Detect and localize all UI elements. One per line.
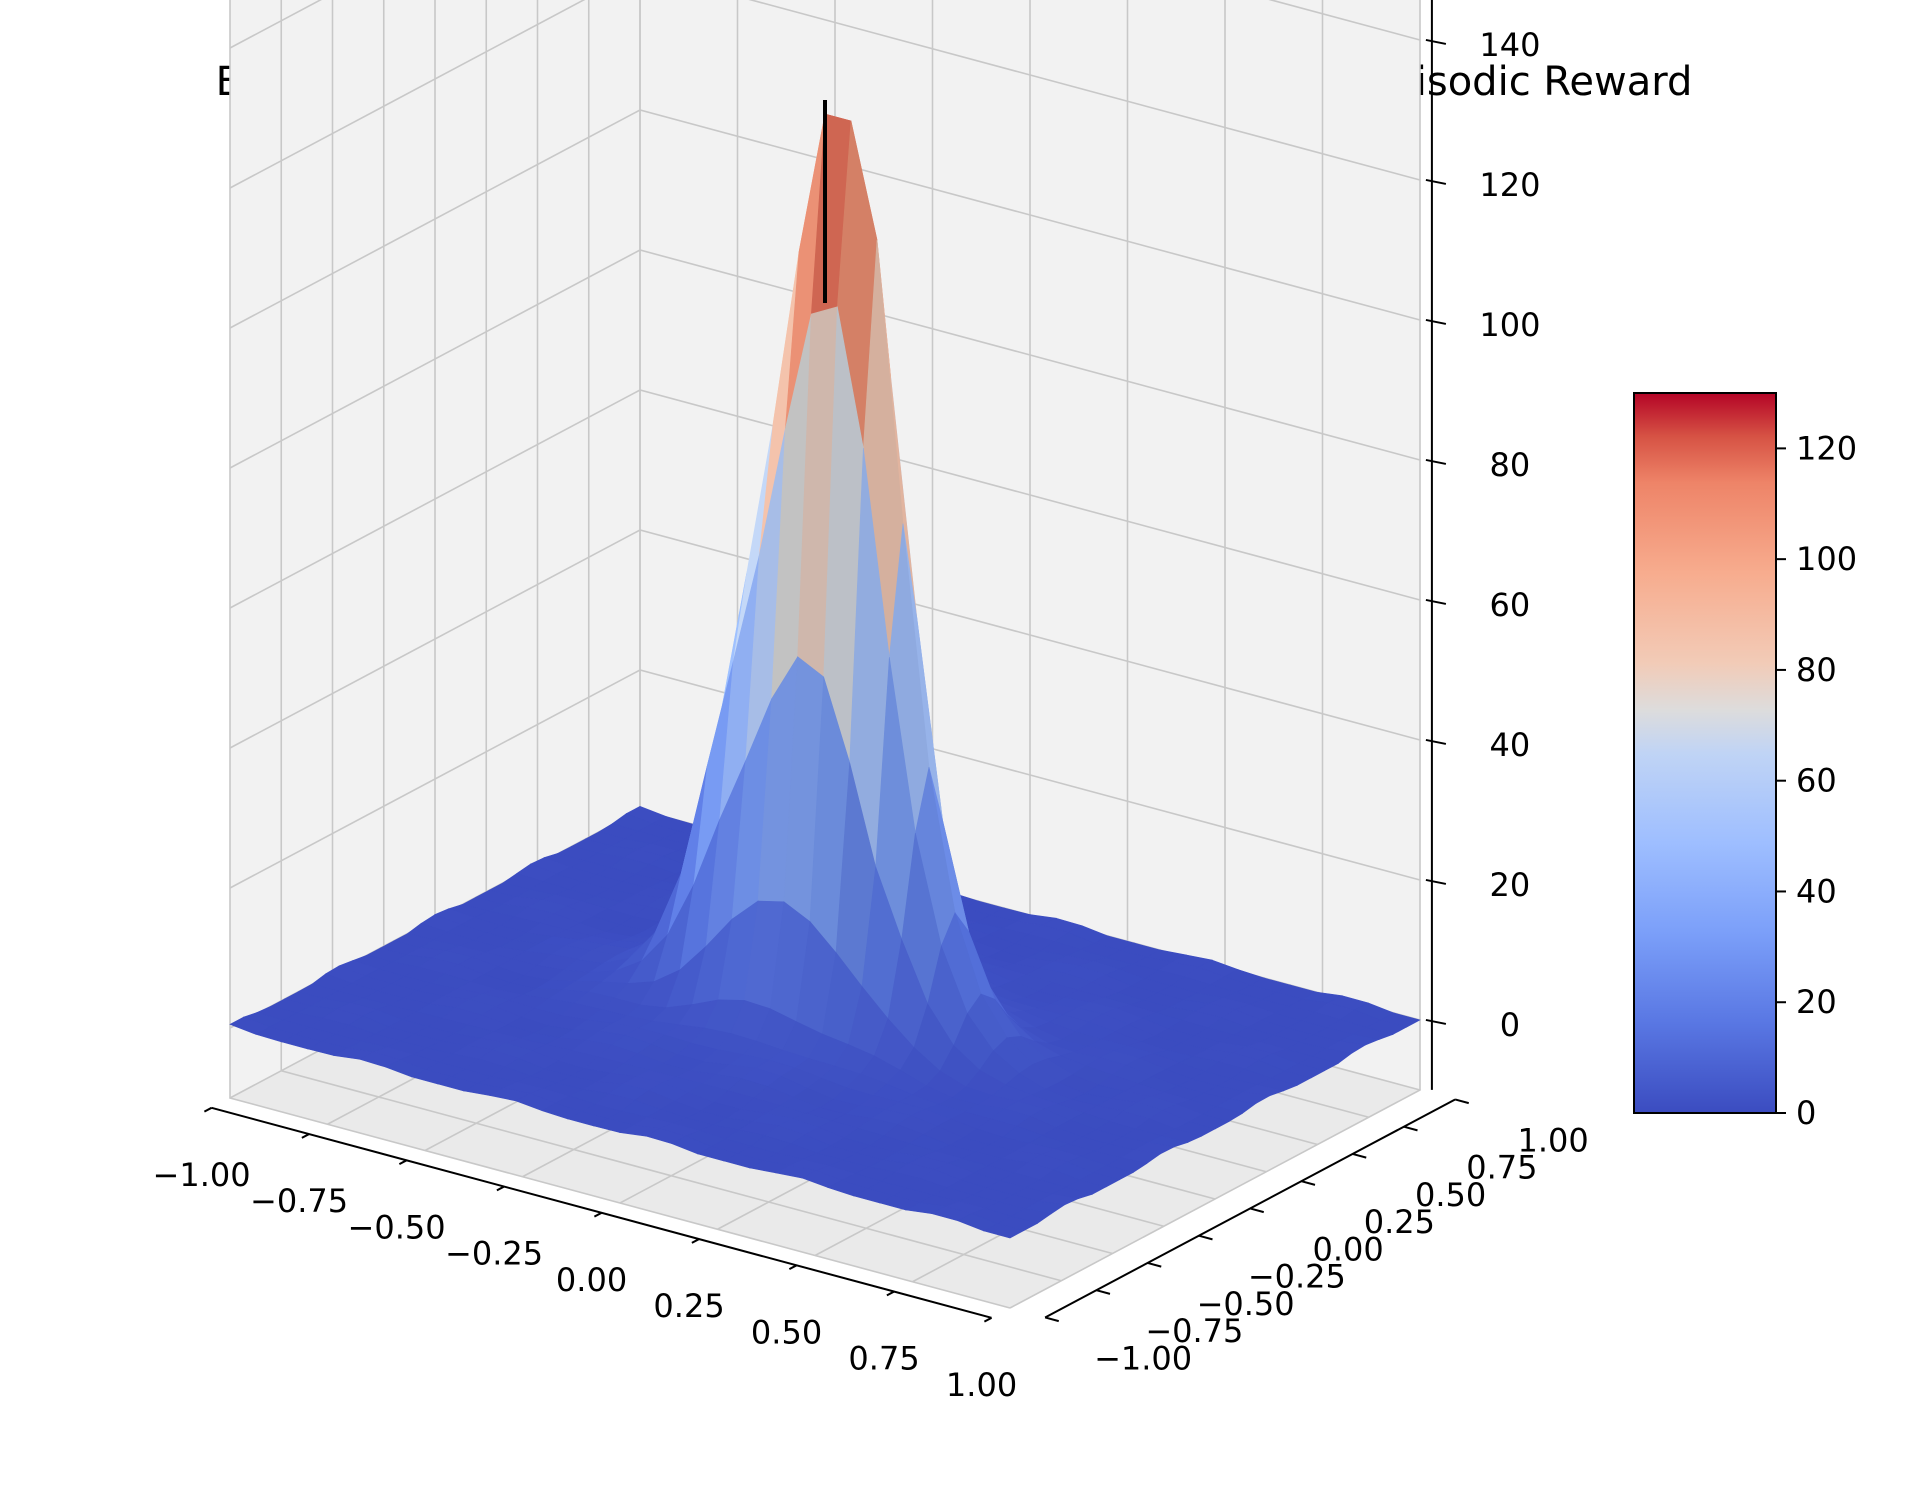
y-tick-label: −1.00 [1094, 1339, 1192, 1377]
z-tick-label: 20 [1490, 866, 1531, 904]
x-tick [496, 1185, 505, 1192]
y-tick [1249, 1207, 1265, 1214]
y-tick [1301, 1180, 1316, 1186]
z-tick [1425, 598, 1447, 605]
y-tick-label: −0.25 [1248, 1258, 1346, 1296]
z-tick [1425, 458, 1447, 465]
colorbar: 0 20 40 60 80 100 120 [1633, 392, 1857, 1132]
x-tick-label: −0.50 [348, 1208, 446, 1246]
z-tick-label: 120 [1479, 166, 1540, 204]
colorbar-tick-label: 80 [1796, 651, 1837, 689]
y-tick [1403, 1125, 1418, 1132]
y-tick-label: −0.75 [1145, 1312, 1243, 1350]
y-tick-label: 0.50 [1415, 1176, 1486, 1214]
colorbar-gradient [1633, 392, 1777, 1114]
z-tick [1425, 738, 1447, 745]
y-tick-label: 1.00 [1517, 1121, 1588, 1159]
z-tick-label: 0 [1500, 1006, 1520, 1044]
colorbar-tick-label: 0 [1796, 1094, 1816, 1132]
x-tick-label: 0.50 [751, 1313, 822, 1351]
z-gridline [229, 389, 1421, 609]
colorbar-tick-label: 120 [1796, 429, 1857, 467]
x-tick [691, 1238, 700, 1244]
y-gridline [229, 0, 1011, 1309]
z-tick-label: 60 [1490, 586, 1531, 624]
z-tick [1425, 38, 1447, 45]
y-tick [1454, 1098, 1470, 1105]
y-tick [1147, 1261, 1162, 1268]
x-tick [983, 1316, 993, 1323]
colorbar-tick-label: 20 [1796, 983, 1837, 1021]
z-gridline [229, 529, 1421, 749]
z-tick-label: 100 [1479, 306, 1540, 344]
y-gridline [280, 0, 1062, 1282]
y-tick [1096, 1289, 1111, 1295]
colorbar-tick-label: 60 [1796, 762, 1837, 800]
x-tick-label: −0.75 [250, 1182, 348, 1220]
x-tick [203, 1106, 213, 1113]
z-tick [1425, 178, 1447, 185]
y-tick-label: 0.25 [1364, 1203, 1435, 1241]
z-gridline [229, 249, 1421, 469]
y-tick-label: −0.50 [1197, 1285, 1295, 1323]
x-tick-label: −0.25 [445, 1235, 543, 1273]
z-gridline [229, 0, 1421, 189]
y-tick [1044, 1316, 1060, 1323]
x-tick [788, 1264, 798, 1271]
z-tick-label: 140 [1479, 26, 1540, 64]
z-gridline [229, 669, 1421, 889]
x-tick [886, 1290, 895, 1297]
y-tick [1352, 1152, 1367, 1159]
colorbar-tick-label: 40 [1796, 872, 1837, 910]
surface-plot [229, 113, 1421, 1239]
surface-facet [983, 1223, 1025, 1239]
x-tick-label: −1.00 [153, 1156, 251, 1194]
y-tick-label: 0.75 [1466, 1149, 1537, 1187]
colorbar-tick-label: 100 [1796, 540, 1857, 578]
x-tick [398, 1159, 408, 1166]
x-tick [301, 1133, 310, 1139]
z-gridline [229, 109, 1421, 329]
y-tick [1198, 1234, 1213, 1241]
x-tick [593, 1211, 603, 1218]
z-tick [1425, 318, 1447, 325]
tick-labels: −1.00−0.75−0.50−0.250.000.250.500.751.00… [153, 26, 1589, 1404]
z-tick [1425, 878, 1447, 885]
z-tick-label: 80 [1490, 446, 1531, 484]
x-tick-label: 1.00 [946, 1366, 1017, 1404]
x-tick-label: 0.25 [653, 1287, 724, 1325]
x-tick-label: 0.00 [556, 1261, 627, 1299]
z-tick-label: 40 [1490, 726, 1531, 764]
x-tick-label: 0.75 [848, 1340, 919, 1378]
y-tick-label: 0.00 [1312, 1230, 1383, 1268]
z-tick [1425, 1018, 1447, 1025]
